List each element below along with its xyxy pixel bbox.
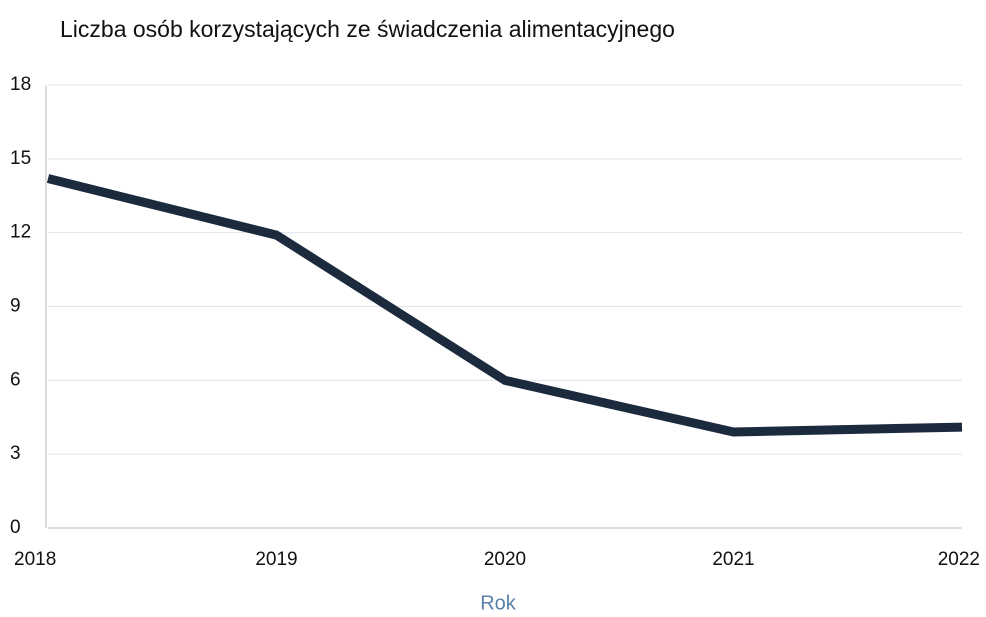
x-tick-label: 2022: [938, 549, 980, 570]
data-line: [46, 174, 963, 437]
x-tick-label: 2018: [14, 549, 56, 570]
y-tick-label: 6: [10, 369, 21, 390]
y-tick-label: 9: [10, 296, 21, 317]
y-tick-label: 0: [10, 517, 21, 538]
chart-title: Liczba osób korzystających ze świadczeni…: [60, 16, 675, 42]
y-tick-label: 3: [10, 443, 21, 464]
x-tick-label: 2021: [712, 549, 754, 570]
x-axis-label: Rok: [480, 592, 517, 614]
y-tick-label: 12: [10, 222, 31, 243]
x-tick-label: 2019: [255, 549, 297, 570]
y-tick-label: 15: [10, 148, 31, 169]
y-tick-label: 18: [10, 74, 31, 95]
x-tick-label: 2020: [484, 549, 526, 570]
